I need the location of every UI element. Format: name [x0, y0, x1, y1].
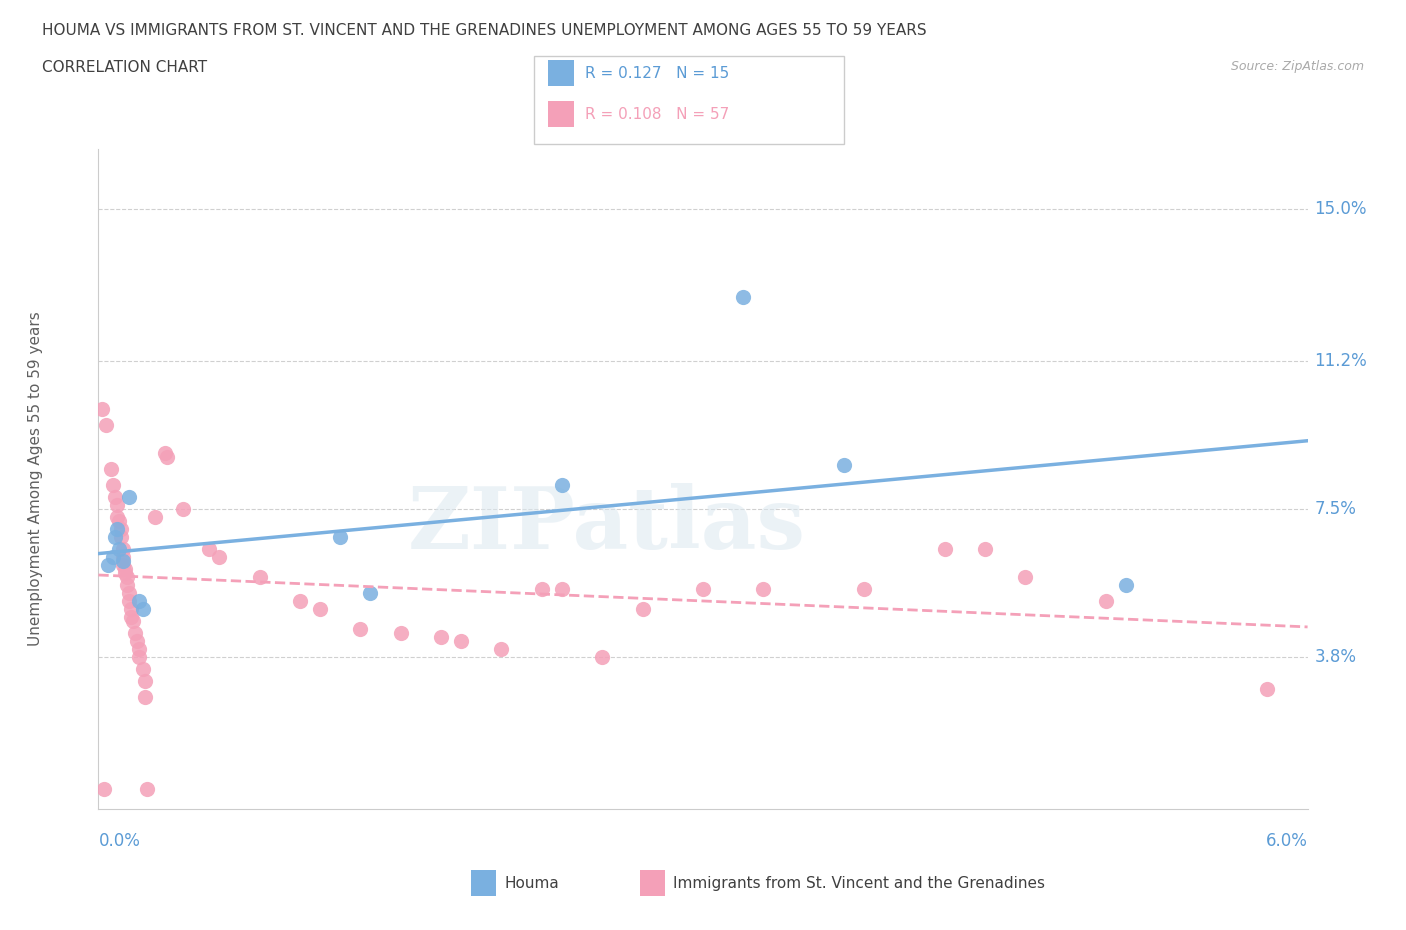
Point: [111, 553, 134, 568]
Point: [91, 402, 114, 417]
Point: [1014, 569, 1036, 584]
Point: [110, 529, 132, 544]
Point: [1095, 593, 1118, 608]
Point: [110, 522, 132, 537]
Point: [115, 569, 138, 584]
Point: [121, 614, 143, 629]
Point: [114, 562, 136, 577]
Point: [198, 541, 221, 556]
Point: [107, 541, 129, 556]
Point: [450, 633, 472, 648]
Point: [96, 418, 118, 432]
Point: [118, 586, 141, 601]
Point: [120, 602, 142, 617]
Point: [115, 578, 138, 592]
Point: [124, 626, 146, 641]
Point: [93, 781, 115, 796]
Point: [105, 522, 128, 537]
Text: 7.5%: 7.5%: [1315, 500, 1357, 518]
Point: [329, 529, 352, 544]
Text: 11.2%: 11.2%: [1315, 352, 1368, 370]
Text: 3.8%: 3.8%: [1315, 648, 1357, 666]
Point: [156, 449, 179, 464]
Text: R = 0.127   N = 15: R = 0.127 N = 15: [585, 66, 730, 81]
Point: [105, 510, 128, 525]
Point: [1115, 578, 1137, 592]
Point: [114, 565, 136, 580]
Point: [591, 649, 613, 664]
Point: [105, 498, 128, 512]
Point: [389, 626, 412, 641]
Text: 15.0%: 15.0%: [1315, 200, 1367, 218]
Point: [135, 781, 157, 796]
Point: [132, 661, 155, 676]
Point: [832, 458, 855, 472]
Point: [530, 581, 553, 596]
Point: [118, 489, 141, 504]
Point: [249, 569, 271, 584]
Text: Immigrants from St. Vincent and the Grenadines: Immigrants from St. Vincent and the Gren…: [673, 876, 1046, 891]
Point: [128, 649, 150, 664]
Point: [1256, 682, 1278, 697]
Point: [128, 593, 150, 608]
Point: [208, 550, 231, 565]
Text: ZIPatlas: ZIPatlas: [408, 484, 806, 567]
Point: [733, 289, 755, 304]
Point: [309, 602, 332, 617]
Point: [120, 609, 142, 624]
Point: [631, 602, 654, 617]
Point: [111, 541, 134, 556]
Point: [101, 550, 124, 565]
Point: [153, 445, 176, 460]
Text: HOUMA VS IMMIGRANTS FROM ST. VINCENT AND THE GRENADINES UNEMPLOYMENT AMONG AGES : HOUMA VS IMMIGRANTS FROM ST. VINCENT AND…: [42, 23, 927, 38]
Text: Houma: Houma: [505, 876, 560, 891]
Point: [118, 593, 141, 608]
Point: [430, 630, 453, 644]
Point: [125, 633, 148, 648]
Point: [103, 489, 125, 504]
Point: [132, 602, 155, 617]
Text: R = 0.108   N = 57: R = 0.108 N = 57: [585, 107, 730, 122]
Point: [853, 581, 876, 596]
Text: 6.0%: 6.0%: [1265, 832, 1308, 850]
Point: [752, 581, 775, 596]
Point: [934, 541, 956, 556]
Text: 0.0%: 0.0%: [98, 832, 141, 850]
Point: [974, 541, 997, 556]
Point: [97, 558, 120, 573]
Text: Unemployment Among Ages 55 to 59 years: Unemployment Among Ages 55 to 59 years: [28, 312, 42, 646]
Point: [100, 461, 122, 476]
Point: [551, 477, 574, 492]
Point: [143, 510, 166, 525]
Point: [111, 550, 134, 565]
Point: [134, 673, 156, 688]
Point: [551, 581, 574, 596]
Point: [134, 690, 156, 705]
Point: [288, 593, 311, 608]
Text: Source: ZipAtlas.com: Source: ZipAtlas.com: [1230, 60, 1364, 73]
Point: [103, 529, 125, 544]
Point: [101, 477, 124, 492]
Point: [360, 586, 382, 601]
Point: [692, 581, 714, 596]
Point: [172, 501, 194, 516]
Point: [491, 642, 513, 657]
Point: [107, 513, 129, 528]
Text: CORRELATION CHART: CORRELATION CHART: [42, 60, 207, 75]
Point: [349, 621, 371, 636]
Point: [111, 558, 134, 573]
Point: [128, 642, 150, 657]
